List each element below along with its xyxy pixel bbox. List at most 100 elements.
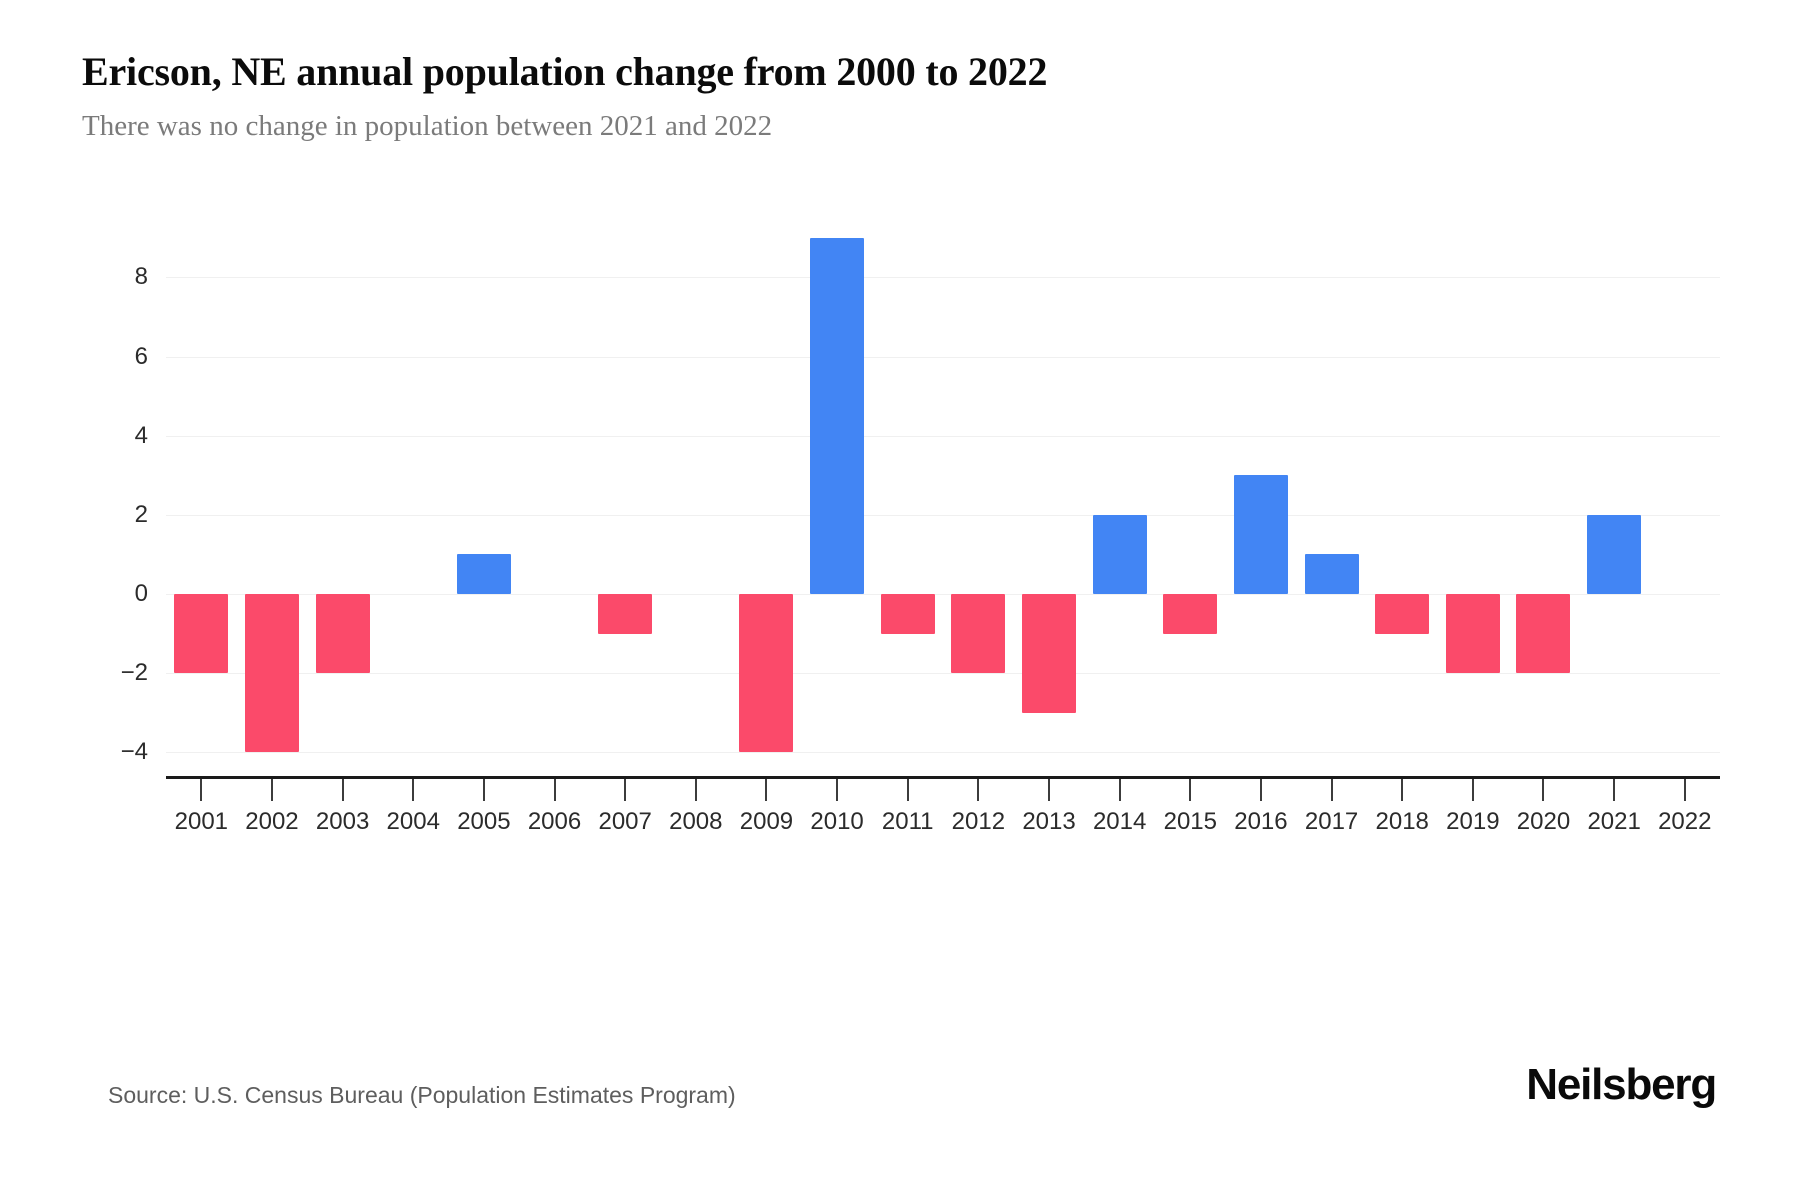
y-axis-tick-label: 0 bbox=[134, 579, 148, 607]
x-axis-tick bbox=[412, 779, 415, 801]
x-tick-slot bbox=[166, 779, 237, 801]
gridline bbox=[166, 435, 1720, 437]
bar-2007[interactable] bbox=[598, 593, 653, 634]
x-axis-tick-label: 2010 bbox=[810, 808, 864, 835]
x-label-slot: 2010 bbox=[802, 808, 873, 836]
bar-2015[interactable] bbox=[1163, 593, 1218, 634]
bar-2012[interactable] bbox=[951, 593, 1006, 674]
bar-slot bbox=[1226, 222, 1297, 776]
x-label-slot: 2003 bbox=[307, 808, 378, 836]
x-axis-tick bbox=[341, 779, 344, 801]
x-tick-slot bbox=[449, 779, 520, 801]
x-label-slot: 2014 bbox=[1084, 808, 1155, 836]
x-label-slot: 2016 bbox=[1226, 808, 1297, 836]
x-tick-slot bbox=[943, 779, 1014, 801]
bar-2014[interactable] bbox=[1092, 514, 1147, 594]
y-axis-tick-label: −4 bbox=[120, 738, 148, 766]
bar-slot bbox=[802, 222, 873, 776]
x-label-slot: 2013 bbox=[1014, 808, 1085, 836]
x-label-slot: 2015 bbox=[1155, 808, 1226, 836]
x-label-slot: 2007 bbox=[590, 808, 661, 836]
x-axis-tick-label: 2011 bbox=[881, 808, 934, 835]
x-axis-tick bbox=[1259, 779, 1262, 801]
x-axis-tick bbox=[482, 779, 485, 801]
y-axis-tick-label: 8 bbox=[134, 263, 148, 291]
x-axis-tick-label: 2002 bbox=[245, 808, 299, 835]
bar-2018[interactable] bbox=[1375, 593, 1430, 634]
x-tick-slot bbox=[307, 779, 378, 801]
x-axis-tick-label: 2007 bbox=[598, 808, 652, 835]
x-axis-tick-label: 2016 bbox=[1234, 808, 1288, 835]
x-tick-slot bbox=[1014, 779, 1085, 801]
bar-slot bbox=[1508, 222, 1579, 776]
x-axis-tick bbox=[1330, 779, 1333, 801]
bar-series bbox=[166, 222, 1720, 776]
bar-slot bbox=[1649, 222, 1720, 776]
zero-baseline bbox=[166, 593, 1720, 595]
x-axis-tick bbox=[765, 779, 768, 801]
x-tick-slot bbox=[1155, 779, 1226, 801]
x-label-slot: 2009 bbox=[731, 808, 802, 836]
x-label-slot: 2021 bbox=[1579, 808, 1650, 836]
x-axis-tick bbox=[1613, 779, 1616, 801]
brand-logo: Neilsberg bbox=[1526, 1060, 1717, 1109]
x-axis-tick-label: 2014 bbox=[1092, 808, 1147, 835]
x-tick-slot bbox=[802, 779, 873, 801]
bar-2005[interactable] bbox=[456, 554, 511, 594]
bar-2017[interactable] bbox=[1304, 554, 1359, 594]
x-axis-tick bbox=[694, 779, 697, 801]
bar-slot bbox=[1367, 222, 1438, 776]
bar-2010[interactable] bbox=[810, 237, 865, 594]
x-axis-tick-label: 2013 bbox=[1022, 808, 1076, 835]
x-tick-slot bbox=[1649, 779, 1720, 801]
y-axis-tick-label: −2 bbox=[120, 659, 148, 687]
x-label-slot: 2022 bbox=[1649, 808, 1720, 836]
source-note: Source: U.S. Census Bureau (Population E… bbox=[108, 1082, 736, 1108]
y-axis-tick-label: 4 bbox=[134, 421, 148, 449]
x-label-slot: 2018 bbox=[1367, 808, 1438, 836]
x-axis-tick bbox=[624, 779, 627, 801]
bar-2021[interactable] bbox=[1587, 514, 1642, 594]
bar-slot bbox=[1296, 222, 1367, 776]
x-axis-tick-label: 2001 bbox=[174, 808, 229, 835]
y-axis-tick-label: 6 bbox=[134, 342, 148, 370]
x-axis-tick bbox=[1471, 779, 1474, 801]
gridline bbox=[166, 277, 1720, 279]
bar-slot bbox=[1438, 222, 1509, 776]
bar-2011[interactable] bbox=[880, 593, 935, 634]
x-axis-tick-label: 2006 bbox=[527, 808, 582, 835]
bar-slot bbox=[237, 222, 308, 776]
bar-2019[interactable] bbox=[1445, 593, 1500, 674]
bar-2013[interactable] bbox=[1022, 593, 1076, 713]
bar-2009[interactable] bbox=[739, 593, 794, 753]
x-axis-tick bbox=[977, 779, 980, 801]
bar-2002[interactable] bbox=[244, 593, 299, 753]
plot-area: 8 6 4 2 0 −2 −4 2001 2002 2003 2004 2005 2006 2007 20… bbox=[108, 222, 1720, 862]
x-tick-slot bbox=[1579, 779, 1650, 801]
bar-slot bbox=[731, 222, 802, 776]
gridline bbox=[166, 514, 1720, 516]
x-tick-slot bbox=[660, 779, 731, 801]
x-label-slot: 2005 bbox=[449, 808, 520, 836]
bar-2020[interactable] bbox=[1516, 593, 1571, 674]
x-axis-tick-label: 2008 bbox=[669, 808, 723, 835]
x-tick-slot bbox=[1226, 779, 1297, 801]
bar-slot bbox=[519, 222, 590, 776]
x-tick-slot bbox=[872, 779, 943, 801]
grid-and-bars bbox=[166, 222, 1720, 776]
x-label-slot: 2020 bbox=[1508, 808, 1579, 836]
bar-2016[interactable] bbox=[1233, 475, 1288, 594]
x-axis-tick-label: 2003 bbox=[315, 808, 370, 835]
x-axis-tick bbox=[1401, 779, 1404, 801]
bar-2003[interactable] bbox=[315, 593, 370, 674]
x-tick-slot bbox=[1296, 779, 1367, 801]
x-axis-tick bbox=[1683, 779, 1686, 801]
bar-slot bbox=[378, 222, 449, 776]
bar-2001[interactable] bbox=[174, 593, 229, 674]
page-title: Ericson, NE annual population change fro… bbox=[82, 49, 1048, 94]
x-tick-slot bbox=[237, 779, 308, 801]
bar-slot bbox=[660, 222, 731, 776]
x-axis-tick-label: 2020 bbox=[1516, 808, 1571, 835]
x-tick-slot bbox=[1084, 779, 1155, 801]
